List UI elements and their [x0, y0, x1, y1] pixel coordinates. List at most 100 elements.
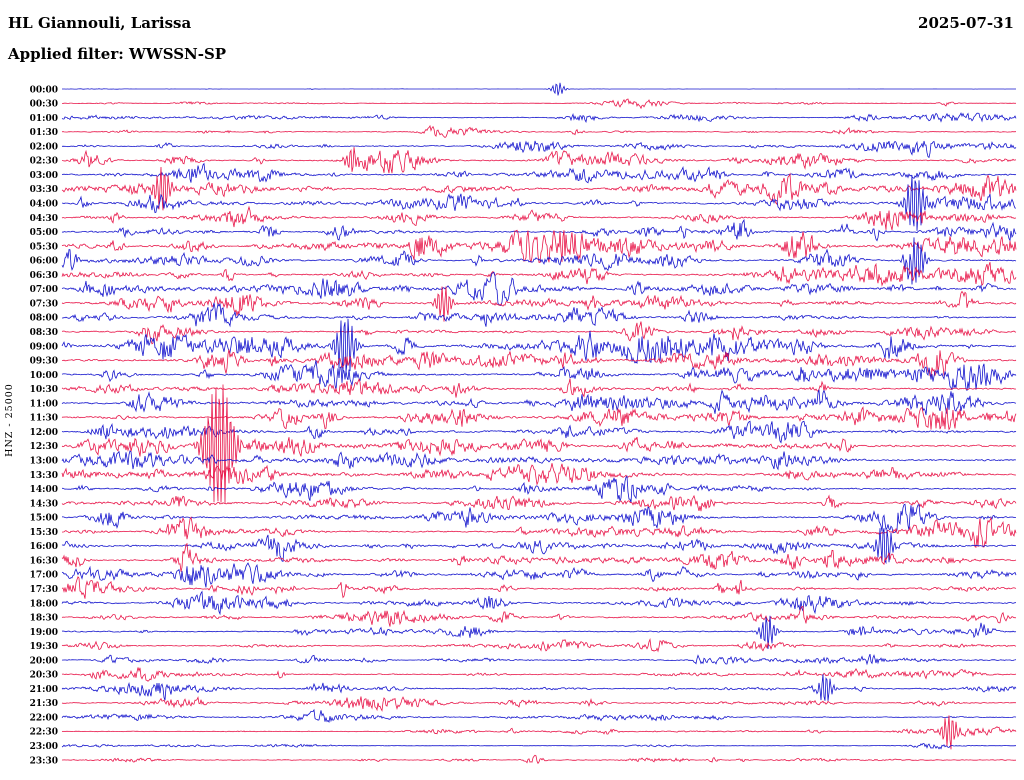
row-time-label: 16:30 [30, 556, 58, 566]
row-time-label: 23:30 [30, 756, 58, 766]
row-time-label: 02:00 [30, 142, 58, 152]
trace-04:00 [62, 175, 1017, 231]
trace-02:30 [62, 147, 1017, 174]
trace-00:30 [61, 98, 1017, 110]
trace-18:30 [61, 606, 1017, 627]
row-time-label: 19:00 [30, 628, 58, 638]
plot-date: 2025-07-31 [918, 14, 1014, 32]
trace-15:00 [61, 503, 1017, 534]
row-time-label: 11:00 [30, 399, 58, 409]
trace-07:30 [61, 286, 1017, 322]
trace-16:30 [61, 542, 1017, 572]
trace-11:30 [61, 406, 1017, 431]
trace-11:00 [61, 389, 1017, 416]
row-time-label: 13:30 [30, 471, 58, 481]
trace-10:30 [61, 378, 1017, 398]
row-time-label: 03:30 [30, 185, 58, 195]
row-time-label: 12:00 [30, 428, 58, 438]
trace-13:00 [61, 450, 1016, 471]
row-time-label: 17:00 [30, 571, 58, 581]
row-time-label: 01:30 [30, 128, 58, 138]
row-time-label: 00:00 [30, 85, 58, 95]
row-time-label: 09:30 [30, 357, 58, 367]
row-time-label: 05:30 [30, 242, 58, 252]
row-time-label: 23:00 [30, 742, 58, 752]
row-time-label: 00:30 [30, 100, 58, 110]
row-time-label: 18:00 [30, 599, 58, 609]
trace-20:00 [61, 653, 1017, 666]
row-time-label: 08:30 [30, 328, 58, 338]
trace-05:30 [61, 229, 1017, 263]
trace-19:00 [61, 615, 1017, 650]
trace-13:30 [61, 463, 1016, 486]
trace-06:00 [61, 237, 1017, 285]
row-time-label: 10:00 [30, 371, 58, 381]
row-time-label: 16:00 [30, 542, 58, 552]
trace-02:00 [61, 140, 1017, 159]
row-time-label: 09:00 [30, 342, 58, 352]
trace-12:00 [61, 420, 1017, 444]
trace-07:00 [61, 271, 1017, 306]
trace-19:30 [61, 637, 1017, 653]
trace-18:00 [61, 590, 1017, 616]
trace-09:30 [61, 349, 1017, 377]
row-time-label: 02:30 [30, 157, 58, 167]
trace-06:30 [61, 261, 1017, 287]
trace-15:30 [61, 516, 1017, 548]
row-time-label: 15:30 [30, 528, 58, 538]
row-time-label: 18:30 [30, 614, 58, 624]
station-title: HL Giannouli, Larissa [8, 14, 192, 32]
row-time-label: 14:00 [30, 485, 58, 495]
trace-14:00 [62, 475, 1017, 503]
row-time-label: 17:30 [30, 585, 58, 595]
row-time-label: 05:00 [30, 228, 58, 238]
trace-01:00 [61, 112, 1017, 124]
trace-21:00 [61, 674, 1017, 701]
trace-08:30 [61, 321, 1017, 345]
trace-10:00 [61, 360, 1017, 391]
trace-17:30 [61, 575, 1017, 599]
applied-filter-label: Applied filter: WWSSN-SP [8, 45, 227, 63]
row-time-label: 07:00 [30, 285, 58, 295]
trace-21:30 [61, 696, 1017, 712]
row-time-label: 11:30 [30, 414, 58, 424]
trace-04:30 [61, 205, 1017, 230]
row-time-label: 01:00 [30, 114, 58, 124]
row-time-label: 12:30 [30, 442, 58, 452]
row-time-label: 14:30 [30, 499, 58, 509]
row-time-label: 21:30 [30, 699, 58, 709]
row-time-label: 06:00 [30, 257, 58, 267]
trace-05:00 [61, 218, 1017, 242]
trace-17:00 [61, 562, 1017, 588]
trace-00:00 [62, 82, 1016, 96]
row-time-label: 03:00 [30, 171, 58, 181]
trace-09:00 [61, 318, 1017, 374]
row-time-label: 22:00 [30, 714, 58, 724]
trace-23:30 [61, 754, 1017, 765]
row-time-label: 15:00 [30, 514, 58, 524]
row-time-label: 06:30 [30, 271, 58, 281]
row-time-label: 20:30 [30, 671, 58, 681]
trace-16:00 [61, 528, 1017, 565]
row-time-label: 20:00 [30, 656, 58, 666]
trace-20:30 [61, 667, 1017, 682]
row-time-label: 13:00 [30, 457, 58, 467]
row-time-label: 21:00 [30, 685, 58, 695]
trace-08:00 [61, 302, 1016, 328]
trace-22:00 [61, 708, 1017, 724]
row-time-label: 04:00 [30, 200, 58, 210]
trace-03:00 [61, 162, 1017, 184]
row-time-label: 10:30 [30, 385, 58, 395]
row-time-label: 08:00 [30, 314, 58, 324]
row-time-label: 22:30 [30, 728, 58, 738]
trace-03:30 [61, 166, 1017, 211]
row-time-label: 04:30 [30, 214, 58, 224]
trace-14:30 [61, 494, 1017, 512]
trace-01:30 [61, 124, 1016, 139]
trace-12:30 [61, 384, 1017, 504]
trace-23:00 [61, 743, 1016, 750]
row-time-label: 19:30 [30, 642, 58, 652]
row-time-label: 07:30 [30, 299, 58, 309]
trace-22:30 [61, 715, 1017, 750]
